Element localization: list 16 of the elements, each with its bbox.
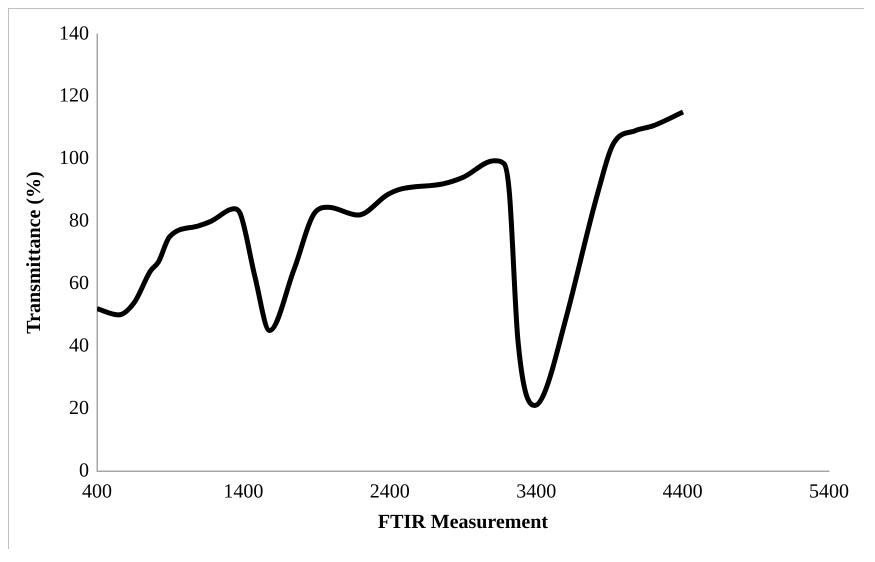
x-tick-label: 400: [82, 480, 112, 502]
y-axis-title: Transmittance (%): [23, 171, 46, 334]
x-axis-title: FTIR Measurement: [378, 511, 548, 534]
y-tick-label: 60: [69, 272, 89, 294]
y-tick-label: 120: [59, 84, 89, 107]
x-tick-label: 1400: [223, 480, 264, 502]
y-tick-label: 20: [69, 396, 89, 419]
y-tick-label: 0: [79, 459, 89, 482]
y-tick-label: 140: [59, 22, 89, 44]
x-tick-label: 5400: [809, 480, 849, 502]
y-tick-label: 100: [59, 147, 89, 170]
y-tick-label: 40: [69, 334, 89, 356]
x-tick-label: 3400: [516, 480, 556, 502]
y-tick-label: 80: [69, 210, 89, 232]
x-tick-label: 4400: [662, 480, 703, 502]
x-tick-label: 2400: [370, 480, 410, 502]
